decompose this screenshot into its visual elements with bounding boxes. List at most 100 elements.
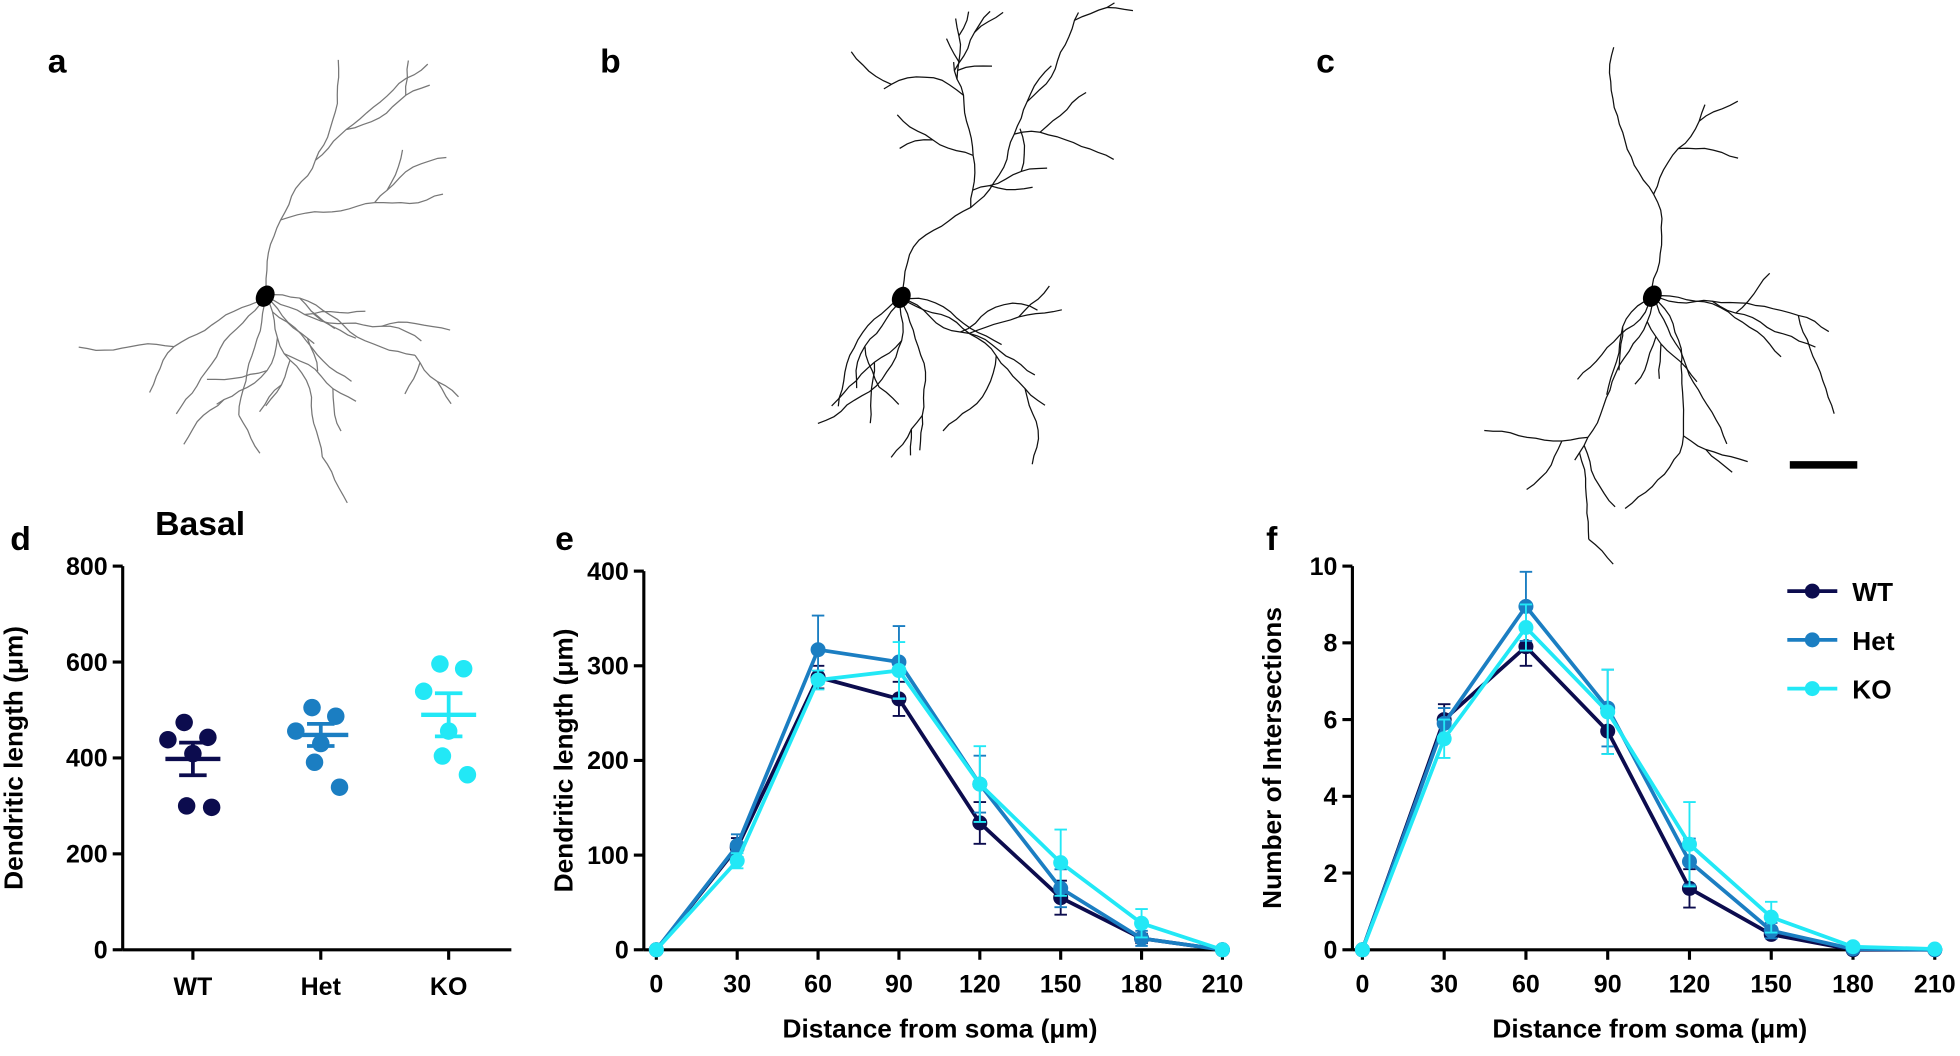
dendrite bbox=[955, 18, 962, 80]
data-point bbox=[175, 713, 193, 732]
data-point bbox=[1134, 930, 1150, 946]
y-tick-label: 2 bbox=[1324, 860, 1338, 888]
legend-marker bbox=[1804, 583, 1820, 599]
data-point bbox=[972, 776, 988, 792]
y-tick-label: 0 bbox=[615, 937, 629, 965]
data-point bbox=[433, 747, 452, 765]
legend-label: KO bbox=[1852, 675, 1891, 705]
dendrite bbox=[1634, 336, 1657, 385]
soma bbox=[891, 286, 911, 309]
y-tick-label: 600 bbox=[66, 649, 108, 677]
dendrite bbox=[315, 63, 429, 161]
data-point bbox=[431, 655, 449, 673]
dendrite bbox=[238, 414, 261, 454]
dendrite bbox=[878, 386, 900, 405]
y-tick-label: 200 bbox=[587, 747, 629, 775]
dendrite bbox=[850, 51, 892, 85]
data-point bbox=[1134, 915, 1150, 931]
data-point bbox=[891, 663, 907, 679]
data-point bbox=[202, 798, 221, 817]
y-tick-label: 400 bbox=[66, 745, 108, 773]
dendrite bbox=[264, 295, 352, 382]
legend-marker bbox=[1804, 632, 1820, 648]
dendrite bbox=[265, 294, 416, 356]
data-point bbox=[1354, 942, 1370, 958]
dendrite bbox=[1608, 47, 1663, 297]
panel-label: f bbox=[1266, 520, 1278, 558]
data-point bbox=[1053, 855, 1069, 871]
data-point bbox=[303, 698, 321, 717]
series-line bbox=[654, 668, 1224, 952]
dendrite bbox=[183, 399, 225, 445]
data-point bbox=[327, 707, 345, 725]
dendrite bbox=[78, 343, 175, 352]
dendrite bbox=[386, 149, 404, 191]
panel-label: d bbox=[10, 520, 31, 558]
dendrite bbox=[869, 362, 876, 424]
series-line bbox=[654, 647, 1223, 952]
dendrite bbox=[1074, 2, 1115, 21]
x-tick-label: 210 bbox=[1914, 970, 1956, 998]
data-point bbox=[648, 942, 664, 958]
dendrite bbox=[890, 415, 923, 458]
dendrite bbox=[831, 340, 903, 407]
x-tick-label: 0 bbox=[649, 970, 663, 998]
dendrite bbox=[958, 11, 970, 37]
data-point bbox=[1681, 836, 1697, 852]
data-point bbox=[330, 778, 349, 796]
dendrite bbox=[1712, 300, 1816, 348]
dendrite bbox=[1577, 295, 1653, 380]
dendrite bbox=[1624, 452, 1681, 510]
data-point bbox=[1763, 909, 1779, 925]
y-tick-label: 10 bbox=[1310, 553, 1338, 581]
neuron-tracings bbox=[78, 2, 1835, 565]
dendrite bbox=[272, 311, 315, 345]
series-line bbox=[1360, 644, 1935, 952]
dendrite bbox=[404, 362, 421, 395]
sem-bar bbox=[307, 722, 335, 748]
dendrite bbox=[900, 297, 927, 451]
data-point bbox=[1436, 731, 1452, 747]
series-line bbox=[1360, 624, 1935, 951]
data-point bbox=[305, 753, 324, 772]
dendrite bbox=[968, 309, 1062, 335]
x-tick-label: 90 bbox=[1594, 970, 1622, 998]
dendrite bbox=[1646, 321, 1698, 383]
dendrite bbox=[299, 297, 357, 339]
x-tick-label: 180 bbox=[1121, 970, 1163, 998]
series-line bbox=[1360, 603, 1935, 952]
dendrite bbox=[1018, 285, 1050, 318]
panel-label: c bbox=[1316, 42, 1335, 80]
dendrite bbox=[414, 354, 459, 398]
data-point bbox=[1927, 941, 1943, 957]
dendrite bbox=[855, 297, 902, 389]
soma bbox=[1642, 285, 1662, 307]
data-point bbox=[810, 642, 826, 658]
x-tick-label: 30 bbox=[1430, 970, 1458, 998]
dendrite bbox=[909, 429, 913, 456]
dendrite bbox=[1705, 449, 1733, 473]
data-point bbox=[177, 797, 196, 815]
dendrite bbox=[206, 369, 268, 381]
x-axis-label: Distance from soma (μm) bbox=[783, 1013, 1098, 1043]
dendrite bbox=[1735, 272, 1771, 314]
dendrite bbox=[238, 296, 266, 416]
sem-bar bbox=[179, 740, 207, 778]
dendrite bbox=[1658, 343, 1662, 379]
legend-label: WT bbox=[1852, 577, 1893, 607]
y-tick-label: 300 bbox=[587, 653, 629, 681]
dendrite bbox=[264, 59, 340, 297]
dendrite bbox=[264, 295, 323, 457]
dendrite bbox=[1578, 452, 1590, 540]
dendrite bbox=[1606, 295, 1653, 395]
y-tick-label: 200 bbox=[66, 841, 108, 869]
soma bbox=[255, 285, 275, 307]
dendrite bbox=[1526, 440, 1563, 491]
x-tick-label: 60 bbox=[1512, 970, 1540, 998]
data-point bbox=[287, 722, 305, 740]
dendrite bbox=[972, 167, 1048, 191]
dendrite bbox=[1026, 12, 1080, 103]
y-axis-label: Dendritic length (μm) bbox=[549, 629, 579, 893]
y-tick-label: 400 bbox=[587, 558, 629, 586]
x-tick-label: 30 bbox=[723, 970, 751, 998]
